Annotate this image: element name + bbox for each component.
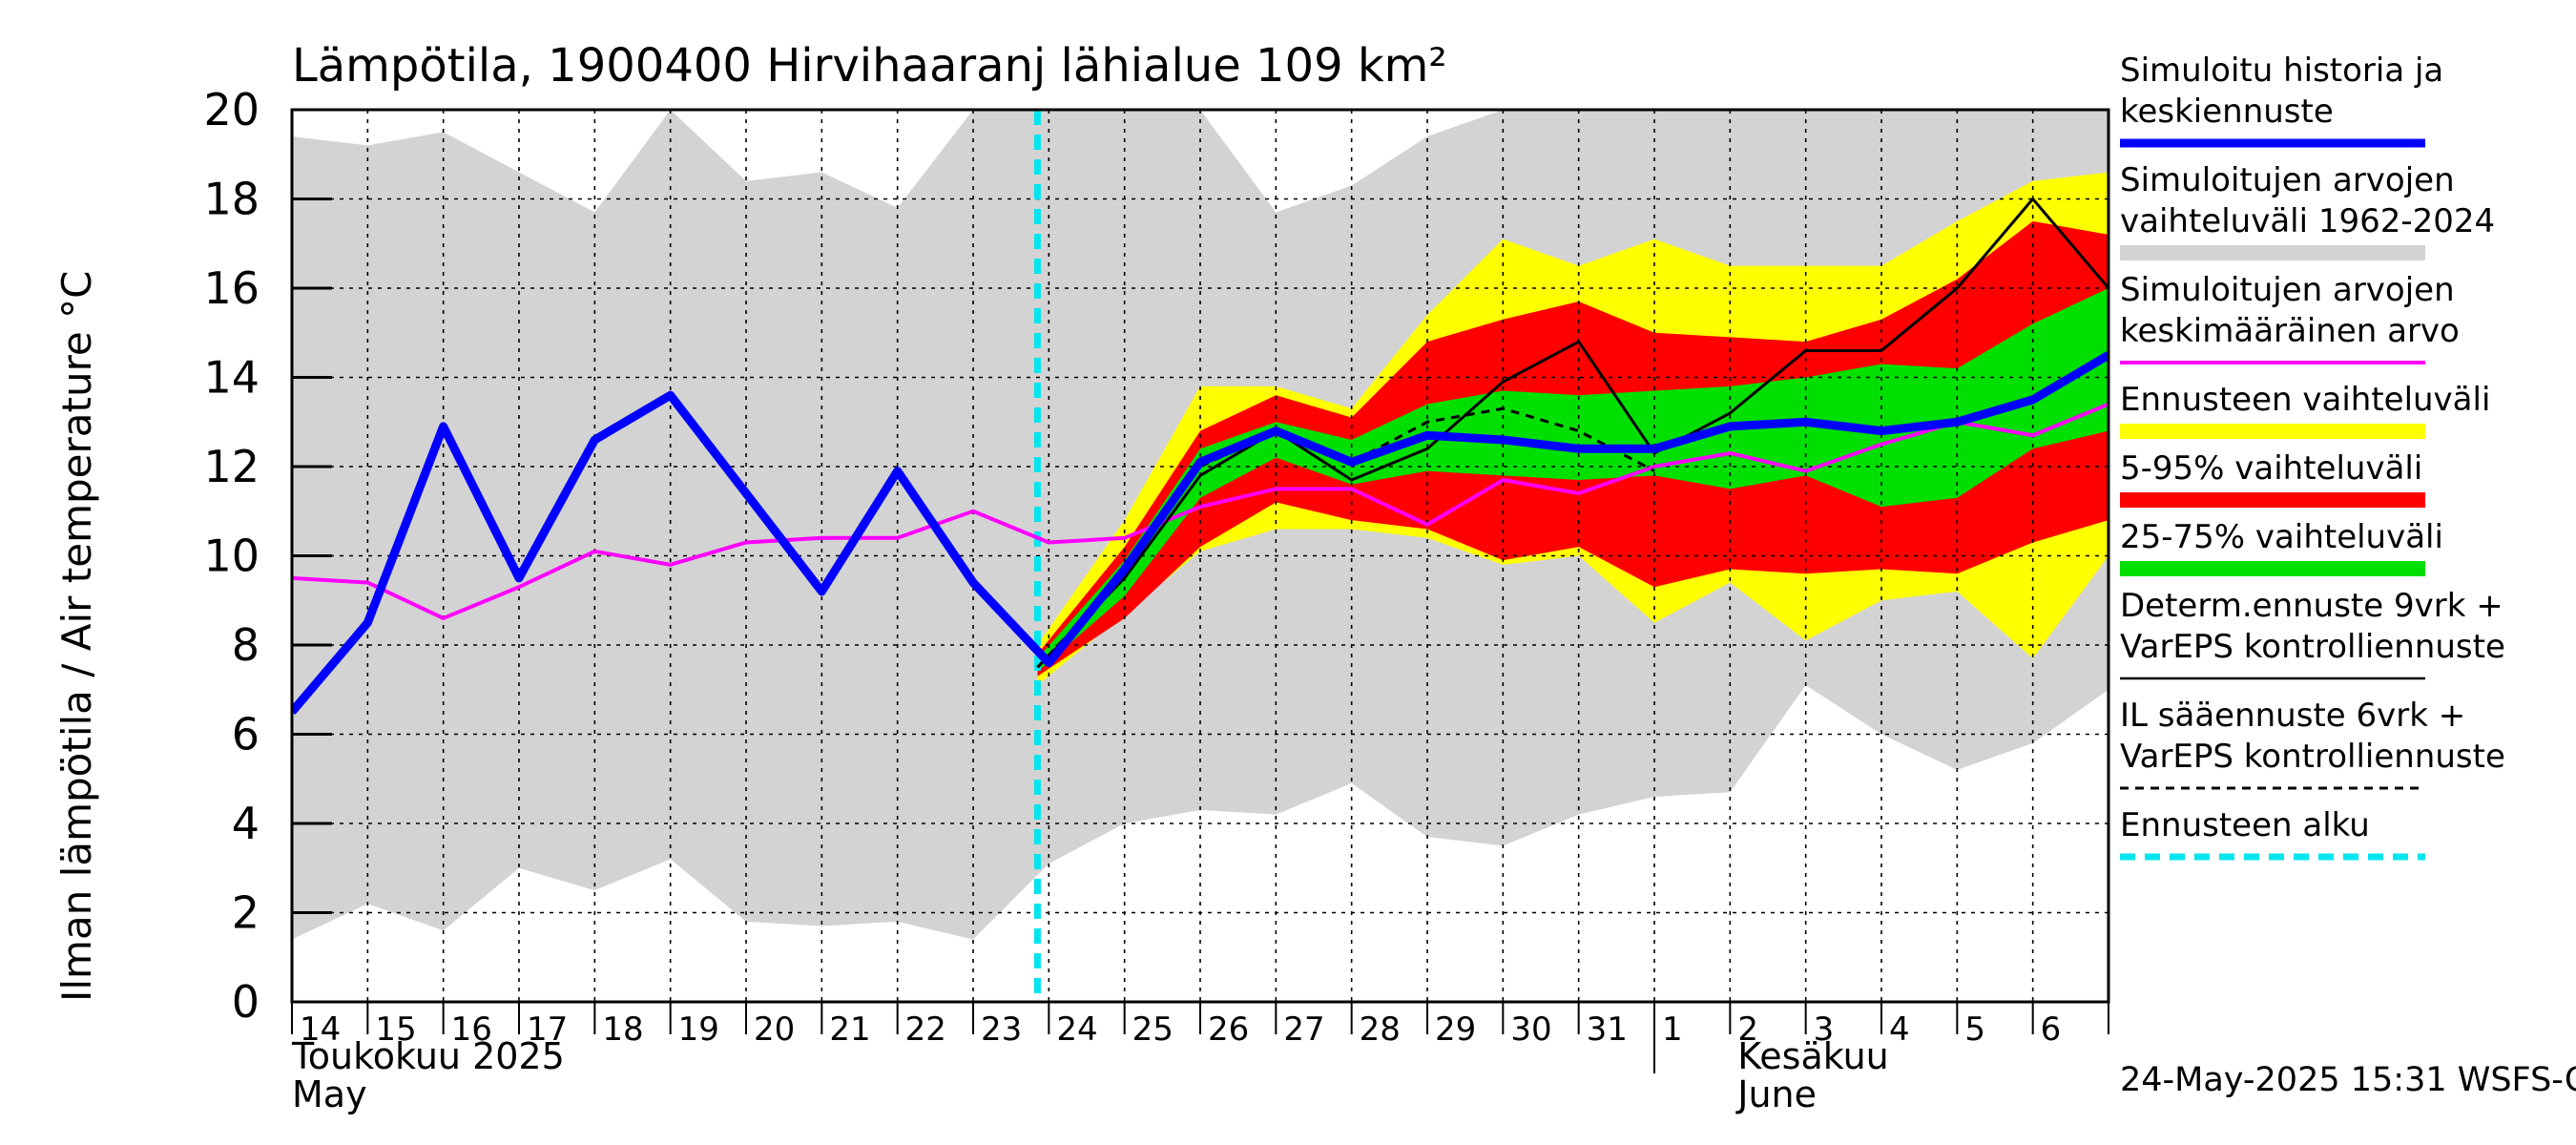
- y-tick-label-14: 14: [203, 352, 260, 404]
- legend-label-6-0: Determ.ennuste 9vrk +: [2120, 587, 2503, 625]
- x-tick-label-16: 30: [1510, 1010, 1551, 1049]
- x-tick-label-21: 4: [1889, 1010, 1910, 1049]
- legend-label-0-0: Simuloitu historia ja: [2120, 52, 2443, 90]
- legend-label-6-1: VarEPS kontrolliennuste: [2120, 628, 2505, 666]
- legend-label-3-0: Ennusteen vaihteluväli: [2120, 381, 2490, 419]
- y-tick-label-10: 10: [203, 531, 260, 582]
- series-0: [292, 351, 2109, 716]
- legend-label-5-0: 25-75% vaihteluväli: [2120, 518, 2443, 556]
- y-tick-label-18: 18: [203, 174, 260, 225]
- y-tick-label-0: 0: [232, 976, 260, 1028]
- x-tick-label-18: 1: [1662, 1010, 1683, 1049]
- x-tick-label-2: 16: [451, 1010, 492, 1049]
- x-tick-label-14: 28: [1360, 1010, 1401, 1049]
- legend-label-4-0: 5-95% vaihteluväli: [2120, 449, 2422, 488]
- x-tick-label-1: 15: [375, 1010, 416, 1049]
- legend-label-2-0: Simuloitujen arvojen: [2120, 271, 2455, 309]
- legend-label-2-1: keskimääräinen arvo: [2120, 312, 2460, 350]
- month-label-0: Toukokuu 2025: [291, 1035, 565, 1077]
- x-tick-label-23: 6: [2041, 1010, 2062, 1049]
- y-tick-label-8: 8: [232, 619, 260, 671]
- x-tick-label-20: 3: [1814, 1010, 1835, 1049]
- x-tick-label-11: 25: [1132, 1010, 1174, 1049]
- x-tick-label-15: 29: [1435, 1010, 1476, 1049]
- legend-label-1-1: vaihteluväli 1962-2024: [2120, 202, 2495, 240]
- x-tick-label-13: 27: [1283, 1010, 1324, 1049]
- legend-label-1-0: Simuloitujen arvojen: [2120, 161, 2455, 199]
- legend-label-8-0: Ennusteen alku: [2120, 806, 2370, 844]
- x-tick-label-17: 31: [1587, 1010, 1628, 1049]
- legend-label-7-0: IL sääennuste 6vrk +: [2120, 697, 2465, 735]
- footer-timestamp: 24-May-2025 15:31 WSFS-O: [2120, 1061, 2576, 1099]
- x-tick-label-3: 17: [527, 1010, 568, 1049]
- y-tick-label-12: 12: [203, 441, 260, 492]
- x-tick-label-5: 19: [678, 1010, 719, 1049]
- x-tick-label-4: 18: [602, 1010, 643, 1049]
- y-tick-label-6: 6: [232, 709, 260, 760]
- x-tick-label-22: 5: [1964, 1010, 1985, 1049]
- month-label-1: Kesäkuu: [1737, 1035, 1889, 1077]
- x-tick-label-10: 24: [1056, 1010, 1097, 1049]
- x-tick-label-0: 14: [300, 1010, 341, 1049]
- y-tick-label-2: 2: [232, 887, 260, 939]
- plot-inner: [292, 110, 2109, 1002]
- x-tick-label-8: 22: [905, 1010, 946, 1049]
- series-1: [292, 402, 2109, 620]
- legend-label-7-1: VarEPS kontrolliennuste: [2120, 738, 2505, 776]
- y-axis-label: Ilman lämpötila / Air temperature °C: [53, 271, 100, 1002]
- plot-area: [292, 110, 2109, 1002]
- legend-label-0-1: keskiennuste: [2120, 93, 2334, 131]
- x-tick-label-12: 26: [1208, 1010, 1249, 1049]
- y-tick-label-16: 16: [203, 262, 260, 314]
- x-tick-label-7: 21: [829, 1010, 870, 1049]
- series-2: [1036, 198, 2109, 669]
- x-tick-label-6: 20: [754, 1010, 795, 1049]
- chart-title: Lämpötila, 1900400 Hirvihaaranj lähialue…: [292, 39, 1447, 93]
- month-label-en-0: May: [292, 1073, 367, 1115]
- y-tick-label-4: 4: [232, 798, 260, 849]
- month-label-en-1: June: [1735, 1073, 1817, 1115]
- x-tick-label-9: 23: [981, 1010, 1022, 1049]
- y-tick-label-20: 20: [203, 84, 260, 135]
- band-3: [1037, 288, 2109, 673]
- x-tick-label-19: 2: [1737, 1010, 1758, 1049]
